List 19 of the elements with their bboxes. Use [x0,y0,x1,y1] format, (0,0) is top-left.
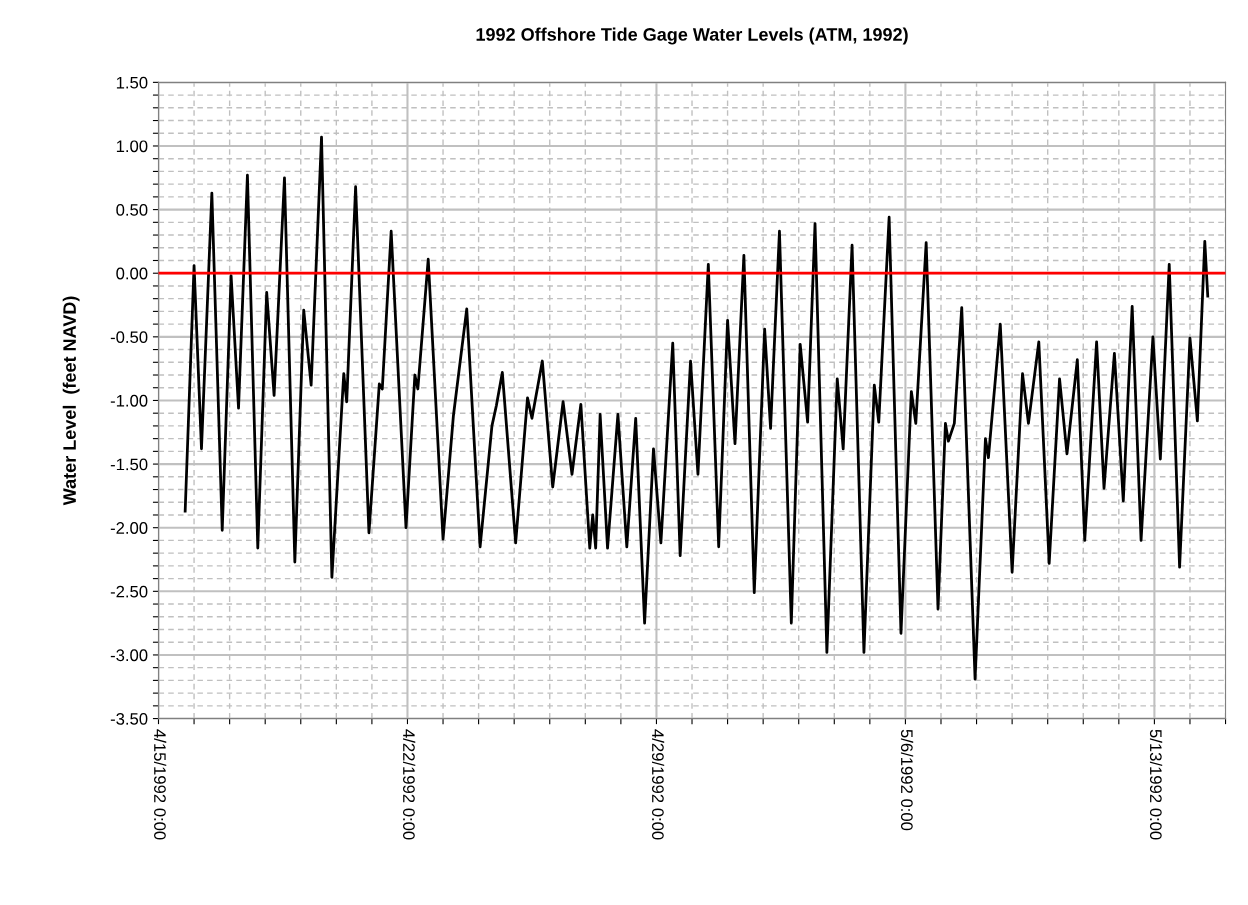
x-tick-label: 4/29/1992 0:00 [651,729,665,840]
y-tick-label: 0.50 [116,204,148,216]
y-tick-label: -3.50 [110,712,148,725]
chart-title: 1992 Offshore Tide Gage Water Levels (ATM, 1992) [476,27,908,45]
y-tick-label: 0.00 [116,267,148,280]
x-tick-label: 4/22/1992 0:00 [403,729,416,840]
y-tick-label: 1.00 [116,140,148,153]
y-tick-label: -0.50 [110,331,148,344]
y-tick-label: -1.00 [110,394,148,407]
y-tick-label: -1.50 [110,458,148,471]
line-series [183,135,1210,681]
y-tick-label: -2.50 [110,585,148,598]
y-tick-label: 1.50 [116,76,148,89]
y-tick-label: -2.00 [110,522,148,534]
y-tick-label: -3.00 [110,649,148,662]
x-tick-label: 4/15/1992 0:00 [154,729,167,840]
x-tick-label: 5/13/1992 0:00 [1149,729,1163,840]
x-tick-label: 5/6/1992 0:00 [900,729,914,831]
y-axis-title: Water Level (feet NAVD) [62,296,80,506]
